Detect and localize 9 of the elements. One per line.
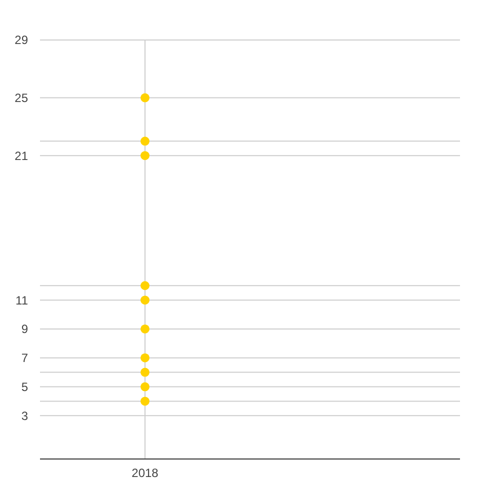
y-tick-label: 9 (21, 322, 28, 336)
y-tick-label: 7 (21, 351, 28, 366)
y-tick-label: 21 (14, 148, 28, 163)
x-tick-label: 2018 (132, 466, 159, 480)
y-tick-label: 11 (16, 293, 28, 308)
y-tick-label: 25 (14, 90, 28, 105)
y-tick-label: 5 (21, 380, 28, 394)
y-tick-label: 3 (21, 408, 28, 423)
y-tick-label: 29 (14, 33, 28, 48)
